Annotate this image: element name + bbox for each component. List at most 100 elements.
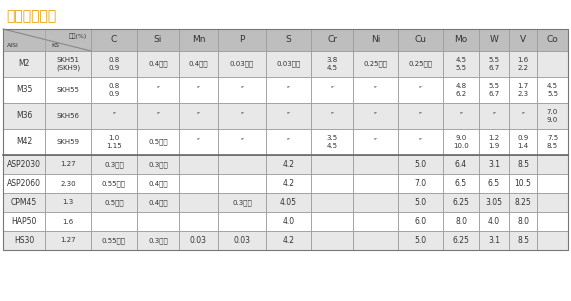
Text: ″: ″	[287, 111, 290, 120]
Text: HAP50: HAP50	[11, 217, 37, 226]
Bar	[45, 193, 91, 212]
Text: 1.6: 1.6	[62, 219, 74, 225]
Bar	[137, 103, 179, 129]
Bar	[3, 29, 568, 250]
Text: ″: ″	[331, 85, 333, 95]
Text: 0.4以下: 0.4以下	[148, 61, 168, 67]
Text: ″: ″	[197, 111, 200, 120]
Text: Cr: Cr	[327, 36, 337, 45]
Bar	[509, 174, 537, 193]
Bar	[443, 77, 479, 103]
Text: 1.6
2.2: 1.6 2.2	[517, 57, 529, 70]
Text: 8.25: 8.25	[514, 198, 532, 207]
Bar	[443, 129, 479, 155]
Bar	[45, 129, 91, 155]
Bar	[266, 193, 311, 212]
Bar	[537, 103, 568, 129]
Text: Si: Si	[154, 36, 162, 45]
Bar	[218, 51, 266, 77]
Text: 0.8
0.9: 0.8 0.9	[108, 83, 120, 97]
Bar	[137, 212, 179, 231]
Bar	[218, 77, 266, 103]
Bar	[91, 212, 137, 231]
Text: 4.05: 4.05	[280, 198, 297, 207]
Text: 0.3以下: 0.3以下	[148, 161, 168, 168]
Text: Ni: Ni	[371, 36, 380, 45]
Bar	[3, 103, 45, 129]
Bar	[179, 155, 218, 174]
Bar	[398, 231, 443, 250]
Text: 0.3以下: 0.3以下	[232, 199, 252, 206]
Bar	[537, 51, 568, 77]
Text: 0.4以下: 0.4以下	[148, 180, 168, 187]
Bar	[179, 193, 218, 212]
Bar	[45, 51, 91, 77]
Bar	[398, 193, 443, 212]
Bar	[218, 231, 266, 250]
Text: ″: ″	[331, 111, 333, 120]
Text: 4.5
5.5: 4.5 5.5	[547, 83, 558, 97]
Bar	[91, 129, 137, 155]
Bar	[311, 155, 353, 174]
Text: ″: ″	[197, 138, 200, 147]
Bar	[218, 103, 266, 129]
Bar	[311, 193, 353, 212]
Bar	[537, 129, 568, 155]
Text: 1.2
1.9: 1.2 1.9	[488, 135, 500, 148]
Text: SKH55: SKH55	[57, 87, 79, 93]
Text: 5.0: 5.0	[415, 236, 427, 245]
Bar	[266, 129, 311, 155]
Bar	[398, 129, 443, 155]
Bar	[353, 129, 398, 155]
Bar	[443, 29, 479, 51]
Bar	[91, 174, 137, 193]
Bar	[398, 29, 443, 51]
Text: ″: ″	[287, 138, 290, 147]
Bar	[137, 231, 179, 250]
Bar	[479, 29, 509, 51]
Text: AISI: AISI	[7, 43, 19, 48]
Text: S: S	[286, 36, 291, 45]
Bar	[179, 77, 218, 103]
Text: M42: M42	[16, 138, 32, 147]
Text: 7.0
9.0: 7.0 9.0	[547, 110, 558, 123]
Bar	[443, 193, 479, 212]
Text: 0.9
1.4: 0.9 1.4	[517, 135, 529, 148]
Text: 10.5: 10.5	[514, 179, 532, 188]
Text: 6.5: 6.5	[488, 179, 500, 188]
Bar	[91, 103, 137, 129]
Bar	[443, 155, 479, 174]
Text: 0.03以下: 0.03以下	[230, 61, 254, 67]
Text: 8.5: 8.5	[517, 160, 529, 169]
Bar	[509, 129, 537, 155]
Text: ASP2060: ASP2060	[7, 179, 41, 188]
Text: Cu: Cu	[415, 36, 427, 45]
Bar	[353, 103, 398, 129]
Bar	[398, 51, 443, 77]
Bar	[509, 29, 537, 51]
Bar	[3, 174, 45, 193]
Bar	[266, 155, 311, 174]
Text: Mn: Mn	[192, 36, 205, 45]
Text: 3.1: 3.1	[488, 160, 500, 169]
Bar	[218, 155, 266, 174]
Text: 材料成份比較: 材料成份比較	[6, 9, 57, 23]
Bar	[537, 77, 568, 103]
Bar	[91, 155, 137, 174]
Text: 6.25: 6.25	[453, 236, 469, 245]
Bar	[3, 77, 45, 103]
Text: Co: Co	[546, 36, 558, 45]
Text: KS: KS	[51, 43, 59, 48]
Bar	[218, 174, 266, 193]
Text: 1.0
1.15: 1.0 1.15	[106, 135, 122, 148]
Bar	[537, 193, 568, 212]
Bar	[266, 77, 311, 103]
Text: 6.0: 6.0	[415, 217, 427, 226]
Text: 0.55以下: 0.55以下	[102, 237, 126, 244]
Text: ″: ″	[197, 85, 200, 95]
Bar	[179, 212, 218, 231]
Bar	[218, 129, 266, 155]
Bar	[509, 77, 537, 103]
Bar	[311, 103, 353, 129]
Bar	[311, 29, 353, 51]
